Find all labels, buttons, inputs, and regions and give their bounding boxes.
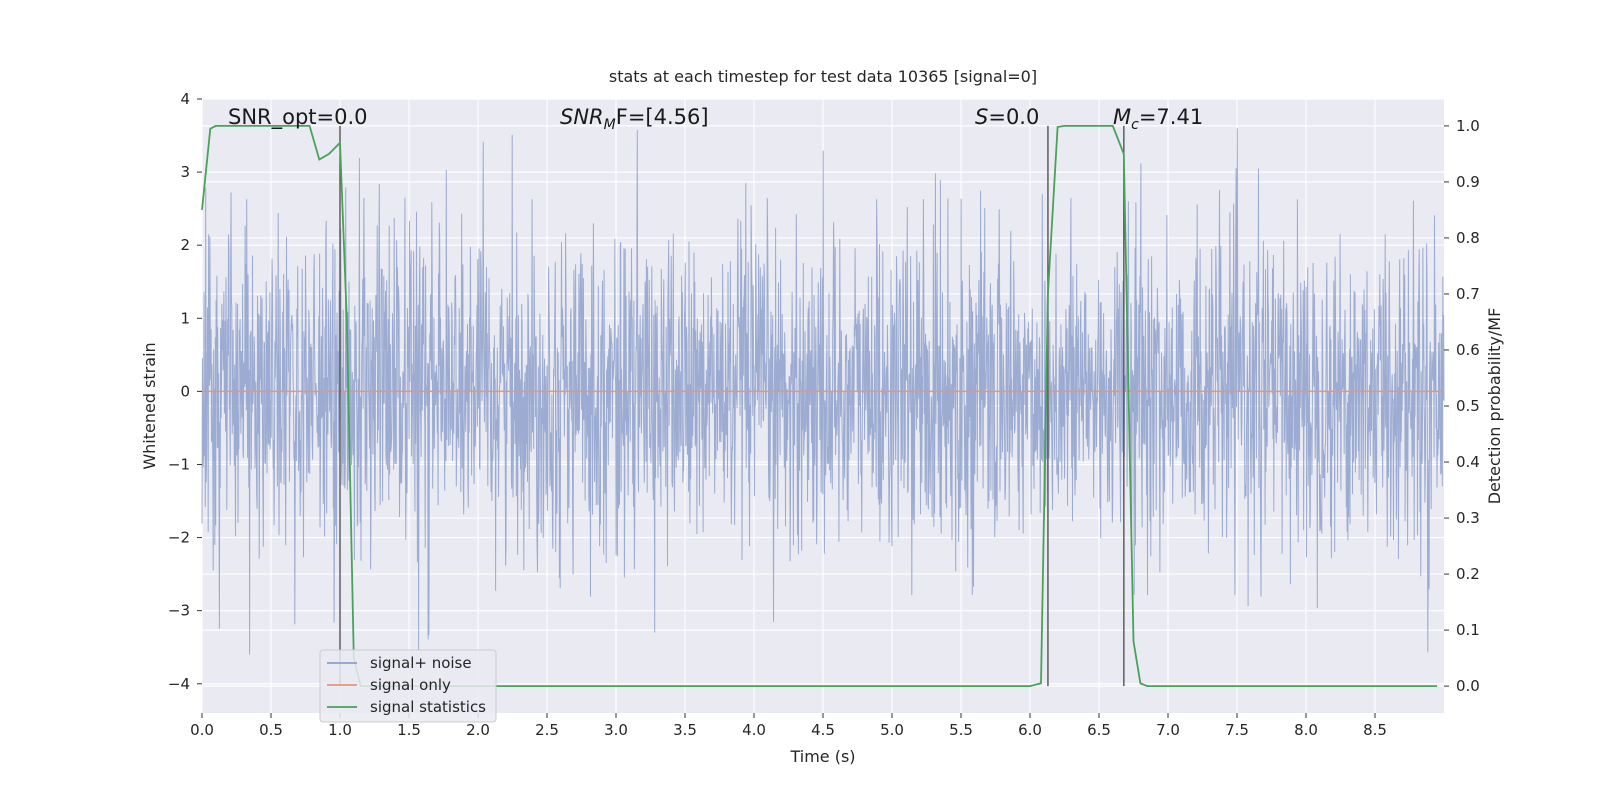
legend-label-signal-statistics: signal statistics bbox=[370, 698, 486, 716]
signal-statistics-line bbox=[201, 125, 1438, 687]
y-left-tick-label: −3 bbox=[168, 602, 190, 620]
x-tick-label: 7.5 bbox=[1225, 721, 1249, 739]
x-tick-label: 5.5 bbox=[949, 721, 973, 739]
annotation-snr-mf-rest: F=[4.56] bbox=[616, 105, 709, 129]
x-tick-label: 7.0 bbox=[1156, 721, 1180, 739]
x-tick-label: 0.5 bbox=[259, 721, 283, 739]
annotation-snr-mf-main: SNR bbox=[560, 105, 604, 129]
x-tick-label: 5.0 bbox=[880, 721, 904, 739]
y-right-tick-label: 0.2 bbox=[1456, 565, 1480, 583]
y-right-tick-label: 0.0 bbox=[1456, 677, 1480, 695]
vertical-markers bbox=[339, 125, 1125, 687]
y-left-tick-label: 1 bbox=[180, 309, 190, 327]
x-tick-label: 1.5 bbox=[397, 721, 421, 739]
y-right-tick-label: 0.6 bbox=[1456, 341, 1480, 359]
y-right-tick-label: 0.5 bbox=[1456, 397, 1480, 415]
x-tick-label: 0.0 bbox=[190, 721, 214, 739]
legend-label-signal-noise: signal+ noise bbox=[370, 654, 472, 672]
y-right-tick-label: 0.1 bbox=[1456, 621, 1480, 639]
y-axis-right-label: Detection probability/MF bbox=[1485, 308, 1504, 505]
y-left-tick-label: 4 bbox=[180, 90, 190, 108]
x-tick-label: 6.0 bbox=[1018, 721, 1042, 739]
x-tick-label: 3.0 bbox=[604, 721, 628, 739]
annotation-mc-main: M bbox=[1113, 105, 1131, 129]
legend: signal+ noise signal only signal statist… bbox=[319, 649, 497, 723]
x-tick-label: 1.0 bbox=[328, 721, 352, 739]
y-left-tick-label: −4 bbox=[168, 675, 190, 693]
x-tick-label: 3.5 bbox=[673, 721, 697, 739]
x-tick-label: 8.5 bbox=[1363, 721, 1387, 739]
annotation-snr-opt: SNR_opt=0.0 bbox=[228, 105, 368, 130]
y-right-tick-label: 1.0 bbox=[1456, 117, 1480, 135]
y-axis-right-ticks: 1.0 0.9 0.8 0.7 0.6 0.5 0.4 0.3 0.2 0.1 0.0 bbox=[1444, 117, 1480, 695]
y-right-tick-label: 0.4 bbox=[1456, 453, 1480, 471]
annotation-s-main: S bbox=[975, 105, 988, 129]
y-left-tick-label: 3 bbox=[180, 163, 190, 181]
y-left-tick-label: −1 bbox=[168, 455, 190, 473]
x-axis-label: Time (s) bbox=[789, 747, 855, 766]
y-right-tick-label: 0.8 bbox=[1456, 229, 1480, 247]
x-tick-label: 4.5 bbox=[811, 721, 835, 739]
legend-label-signal-only: signal only bbox=[370, 676, 451, 694]
y-left-tick-label: 2 bbox=[180, 236, 190, 254]
chart-title: stats at each timestep for test data 103… bbox=[609, 67, 1037, 86]
y-axis-left-label: Whitened strain bbox=[140, 342, 159, 469]
x-tick-label: 2.0 bbox=[466, 721, 490, 739]
y-right-tick-label: 0.3 bbox=[1456, 509, 1480, 527]
y-left-tick-label: −2 bbox=[168, 529, 190, 547]
signal-noise-series bbox=[201, 128, 1445, 655]
x-tick-label: 2.5 bbox=[535, 721, 559, 739]
legend-box bbox=[319, 649, 497, 723]
annotation-snr-mf-sub: M bbox=[604, 117, 616, 133]
y-right-tick-label: 0.7 bbox=[1456, 285, 1480, 303]
signal-noise-line bbox=[201, 128, 1445, 655]
annotation-snr-mf: SNRMF=[4.56] bbox=[560, 105, 709, 133]
annotation-s-rest: =0.0 bbox=[988, 105, 1039, 129]
y-axis-left-ticks: 4 3 2 1 0 −1 −2 −3 −4 bbox=[168, 90, 202, 693]
annotation-mc-rest: =7.41 bbox=[1139, 105, 1203, 129]
y-left-tick-label: 0 bbox=[180, 382, 190, 400]
annotation-mc: Mc=7.41 bbox=[1113, 105, 1203, 133]
x-axis-ticks: 0.0 0.5 1.0 1.5 2.0 2.5 3.0 3.5 4.0 4.5 5.0 5.5 6.0 6… bbox=[190, 713, 1387, 739]
x-tick-label: 4.0 bbox=[742, 721, 766, 739]
y-right-tick-label: 0.9 bbox=[1456, 173, 1480, 191]
signal-statistics-series bbox=[201, 125, 1438, 687]
x-tick-label: 6.5 bbox=[1087, 721, 1111, 739]
annotation-s: S=0.0 bbox=[975, 105, 1039, 129]
annotation-mc-sub: c bbox=[1131, 117, 1139, 133]
x-tick-label: 8.0 bbox=[1294, 721, 1318, 739]
